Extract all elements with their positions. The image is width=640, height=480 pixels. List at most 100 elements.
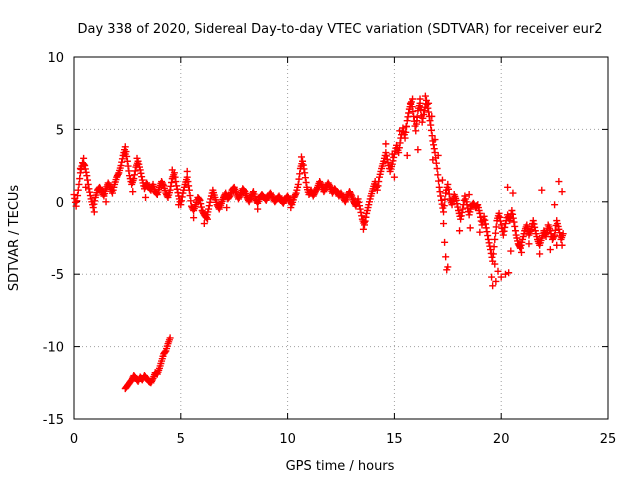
data-point [505, 269, 513, 277]
data-point [287, 204, 295, 212]
data-point [121, 150, 129, 158]
x-tick-label: 15 [386, 432, 403, 447]
data-point [438, 176, 446, 184]
data-point [389, 157, 397, 165]
data-point [117, 162, 125, 170]
data-point [440, 208, 448, 216]
data-point [75, 180, 83, 188]
data-point [430, 145, 438, 153]
data-point [118, 158, 126, 166]
data-point [410, 112, 418, 120]
data-point [483, 228, 491, 236]
data-point [481, 216, 489, 224]
data-point [427, 121, 435, 129]
data-point [429, 156, 437, 164]
y-tick-label: -10 [43, 341, 64, 356]
y-tick-labels: -15 -10 -5 0 5 10 [43, 51, 64, 428]
data-point [425, 108, 433, 116]
data-point [173, 182, 181, 190]
data-point [200, 220, 208, 228]
data-point [440, 220, 448, 228]
data-point [171, 173, 179, 181]
data-point [294, 180, 302, 188]
data-point [409, 95, 417, 103]
data-point [186, 192, 194, 200]
data-point [296, 170, 304, 178]
data-point [301, 174, 309, 182]
data-point [401, 134, 409, 142]
data-point [434, 151, 442, 159]
data-point [435, 183, 443, 191]
data-point [511, 227, 519, 235]
data-point [295, 175, 303, 183]
data-point [74, 186, 82, 194]
data-point [362, 213, 370, 221]
data-point [421, 92, 429, 100]
data-point [430, 141, 438, 149]
data-point [551, 226, 559, 234]
data-point [536, 250, 544, 258]
data-point [402, 123, 410, 131]
data-point [424, 104, 432, 112]
data-point [459, 205, 467, 213]
data-point [82, 183, 90, 191]
data-point [482, 224, 490, 232]
data-point [441, 238, 449, 246]
data-point [434, 171, 442, 179]
y-tick-label: 10 [47, 51, 64, 66]
data-point [138, 173, 146, 181]
x-tick-label: 10 [279, 432, 296, 447]
data-point [412, 127, 420, 135]
data-point [223, 204, 231, 212]
data-point [184, 178, 192, 186]
data-point [433, 164, 441, 172]
data-point [538, 186, 546, 194]
x-tick-label: 20 [493, 432, 510, 447]
data-point [74, 192, 82, 200]
data-point [204, 215, 211, 223]
data-point [73, 197, 81, 205]
series-low-cluster [121, 334, 174, 393]
data-point [428, 132, 436, 140]
series-main [70, 96, 567, 265]
data-point [178, 197, 186, 205]
data-point [123, 157, 131, 165]
data-point [551, 201, 559, 209]
data-point [359, 225, 367, 233]
data-point [488, 253, 496, 261]
data-point [511, 222, 519, 230]
data-point [491, 260, 499, 268]
data-point [83, 172, 91, 180]
data-point [360, 218, 368, 226]
data-point [89, 204, 97, 212]
data-point [205, 205, 213, 213]
data-point [480, 212, 488, 220]
data-point [197, 203, 205, 211]
y-tick-label: -15 [43, 413, 64, 428]
data-point [476, 228, 484, 236]
x-tick-labels: 0 5 10 15 20 25 [70, 432, 616, 447]
data-point [168, 166, 176, 174]
data-point [543, 229, 551, 237]
data-point [420, 107, 428, 115]
data-point [492, 277, 500, 285]
data-point [435, 177, 443, 185]
data-point [523, 221, 531, 229]
data-point [131, 171, 139, 179]
data-point [382, 149, 390, 157]
data-point [482, 220, 490, 228]
data-points [70, 92, 567, 393]
data-point [137, 169, 145, 177]
data-point [301, 169, 309, 177]
data-point [406, 99, 414, 107]
data-point [501, 223, 509, 231]
data-point [355, 198, 363, 206]
data-point [499, 231, 507, 239]
data-point [559, 230, 567, 238]
data-point [185, 186, 193, 194]
data-point [166, 334, 174, 342]
data-point [558, 241, 566, 249]
data-point [403, 117, 411, 125]
data-point [417, 106, 425, 114]
